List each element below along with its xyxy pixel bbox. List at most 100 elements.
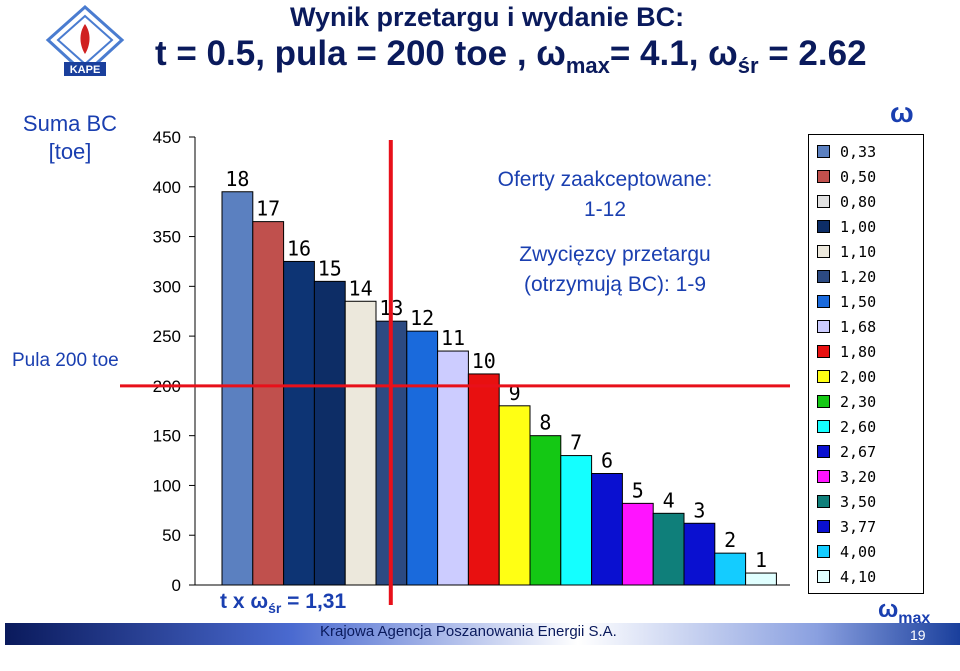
y-tick-label: 250 (153, 327, 181, 346)
omega-max-sub: max (898, 609, 931, 627)
legend-item: 2,00 (817, 368, 876, 393)
bar-8 (529, 435, 562, 586)
y-tick-label: 350 (153, 228, 181, 247)
legend-label: 1,10 (840, 243, 877, 261)
logo-text: KAPE (70, 64, 101, 76)
title-line-1: Wynik przetargu i wydanie BC: (290, 2, 685, 32)
winners-note-line-1: Zwycięzcy przetargu (519, 243, 711, 266)
y-tick-label: 300 (153, 277, 181, 296)
legend-label: 2,00 (840, 368, 877, 386)
legend-swatch (817, 570, 830, 583)
legend-swatch (817, 370, 830, 383)
legend-label: 2,30 (840, 393, 877, 411)
legend-swatch (817, 245, 830, 258)
bar-label-11: 11 (441, 326, 465, 350)
y-tick-label: 150 (153, 427, 181, 446)
bar-label-6: 6 (601, 448, 613, 472)
legend-title: ω (890, 97, 914, 128)
legend-label: 0,50 (840, 168, 877, 186)
legend-item: 1,20 (817, 268, 876, 293)
legend-item: 4,10 (817, 568, 876, 593)
title-sub-sr: śr (737, 53, 759, 78)
legend: 0,33 0,50 0,80 1,00 1,10 1,20 1,50 1,68 1,80 2,00… (808, 134, 924, 594)
bar-label-14: 14 (349, 276, 373, 300)
formula-post: = 1,31 (281, 590, 347, 613)
legend-label: 1,68 (840, 318, 877, 336)
y-tick-label: 100 (153, 476, 181, 495)
legend-item: 1,80 (817, 343, 876, 368)
bar-7 (560, 455, 593, 586)
formula-note: t x ωśr = 1,31 (220, 590, 346, 616)
legend-item: 3,77 (817, 518, 876, 543)
legend-item: 1,00 (817, 218, 876, 243)
bar-1 (745, 572, 777, 586)
legend-item: 2,30 (817, 393, 876, 418)
legend-label: 2,67 (840, 443, 877, 461)
y-axis-label: Suma BC [toe] (20, 110, 120, 166)
bar-label-17: 17 (256, 197, 280, 221)
bar-label-8: 8 (539, 411, 551, 435)
legend-item: 0,33 (817, 143, 876, 168)
legend-swatch (817, 195, 830, 208)
formula-sub: śr (268, 600, 282, 617)
legend-swatch (817, 545, 830, 558)
legend-item: 3,50 (817, 493, 876, 518)
bar-14 (344, 300, 377, 586)
title-mid: = 4.1, ω (609, 34, 738, 73)
y-tick-label: 0 (172, 576, 181, 595)
accepted-note-line-1: Oferty zaakceptowane: (497, 168, 713, 191)
bar-label-1: 1 (755, 548, 767, 572)
legend-swatch (817, 170, 830, 183)
bar-label-10: 10 (472, 349, 496, 373)
legend-swatch (817, 345, 830, 358)
bar-17 (252, 221, 285, 586)
legend-swatch (817, 270, 830, 283)
omega-max-pre: ω (878, 596, 899, 623)
legend-swatch (817, 145, 830, 158)
formula-pre: t x ω (220, 590, 269, 613)
title-pre: t = 0.5, pula = 200 toe , ω (155, 34, 566, 73)
bar-12 (406, 330, 439, 586)
legend-item: 4,00 (817, 543, 876, 568)
bar-15 (313, 280, 346, 586)
bar-3 (683, 522, 716, 586)
legend-label: 3,77 (840, 518, 877, 536)
title-sub-max: max (565, 53, 610, 78)
bar-label-18: 18 (225, 167, 249, 191)
legend-swatch (817, 220, 830, 233)
legend-item: 1,50 (817, 293, 876, 318)
winners-note: Zwycięzcy przetargu (otrzymują BC): 1-9 (450, 240, 780, 300)
legend-item: 1,10 (817, 243, 876, 268)
legend-label: 1,50 (840, 293, 877, 311)
bar-label-3: 3 (693, 498, 705, 522)
legend-label: 3,20 (840, 468, 877, 486)
legend-item: 2,60 (817, 418, 876, 443)
bar-18 (221, 191, 254, 586)
pool-line-label: Pula 200 toe (12, 350, 119, 371)
legend-label: 2,60 (840, 418, 877, 436)
legend-label: 1,80 (840, 343, 877, 361)
bar-4 (652, 512, 685, 586)
bar-label-4: 4 (663, 488, 675, 512)
legend-item: 1,68 (817, 318, 876, 343)
legend-label: 3,50 (840, 493, 877, 511)
accepted-note-line-2: 1-12 (583, 198, 627, 221)
bar-16 (283, 260, 315, 586)
legend-label: 0,80 (840, 193, 877, 211)
legend-bottom-label: ωmax (878, 596, 930, 628)
winners-note-line-2: (otrzymują BC): 1-9 (523, 273, 707, 296)
bar-label-7: 7 (570, 431, 582, 455)
legend-label: 4,10 (840, 568, 877, 586)
legend-item: 0,80 (817, 193, 876, 218)
title-line-2: t = 0.5, pula = 200 toe , ωmax= 4.1, ωśr… (155, 34, 867, 79)
legend-swatch (817, 320, 830, 333)
y-tick-label: 400 (153, 178, 181, 197)
bar-5 (621, 502, 654, 586)
bar-2 (714, 552, 747, 586)
legend-swatch (817, 420, 830, 433)
legend-swatch (817, 445, 830, 458)
legend-swatch (817, 495, 830, 508)
accepted-offers-note: Oferty zaakceptowane: 1-12 (440, 165, 770, 225)
y-tick-label: 50 (162, 526, 181, 545)
